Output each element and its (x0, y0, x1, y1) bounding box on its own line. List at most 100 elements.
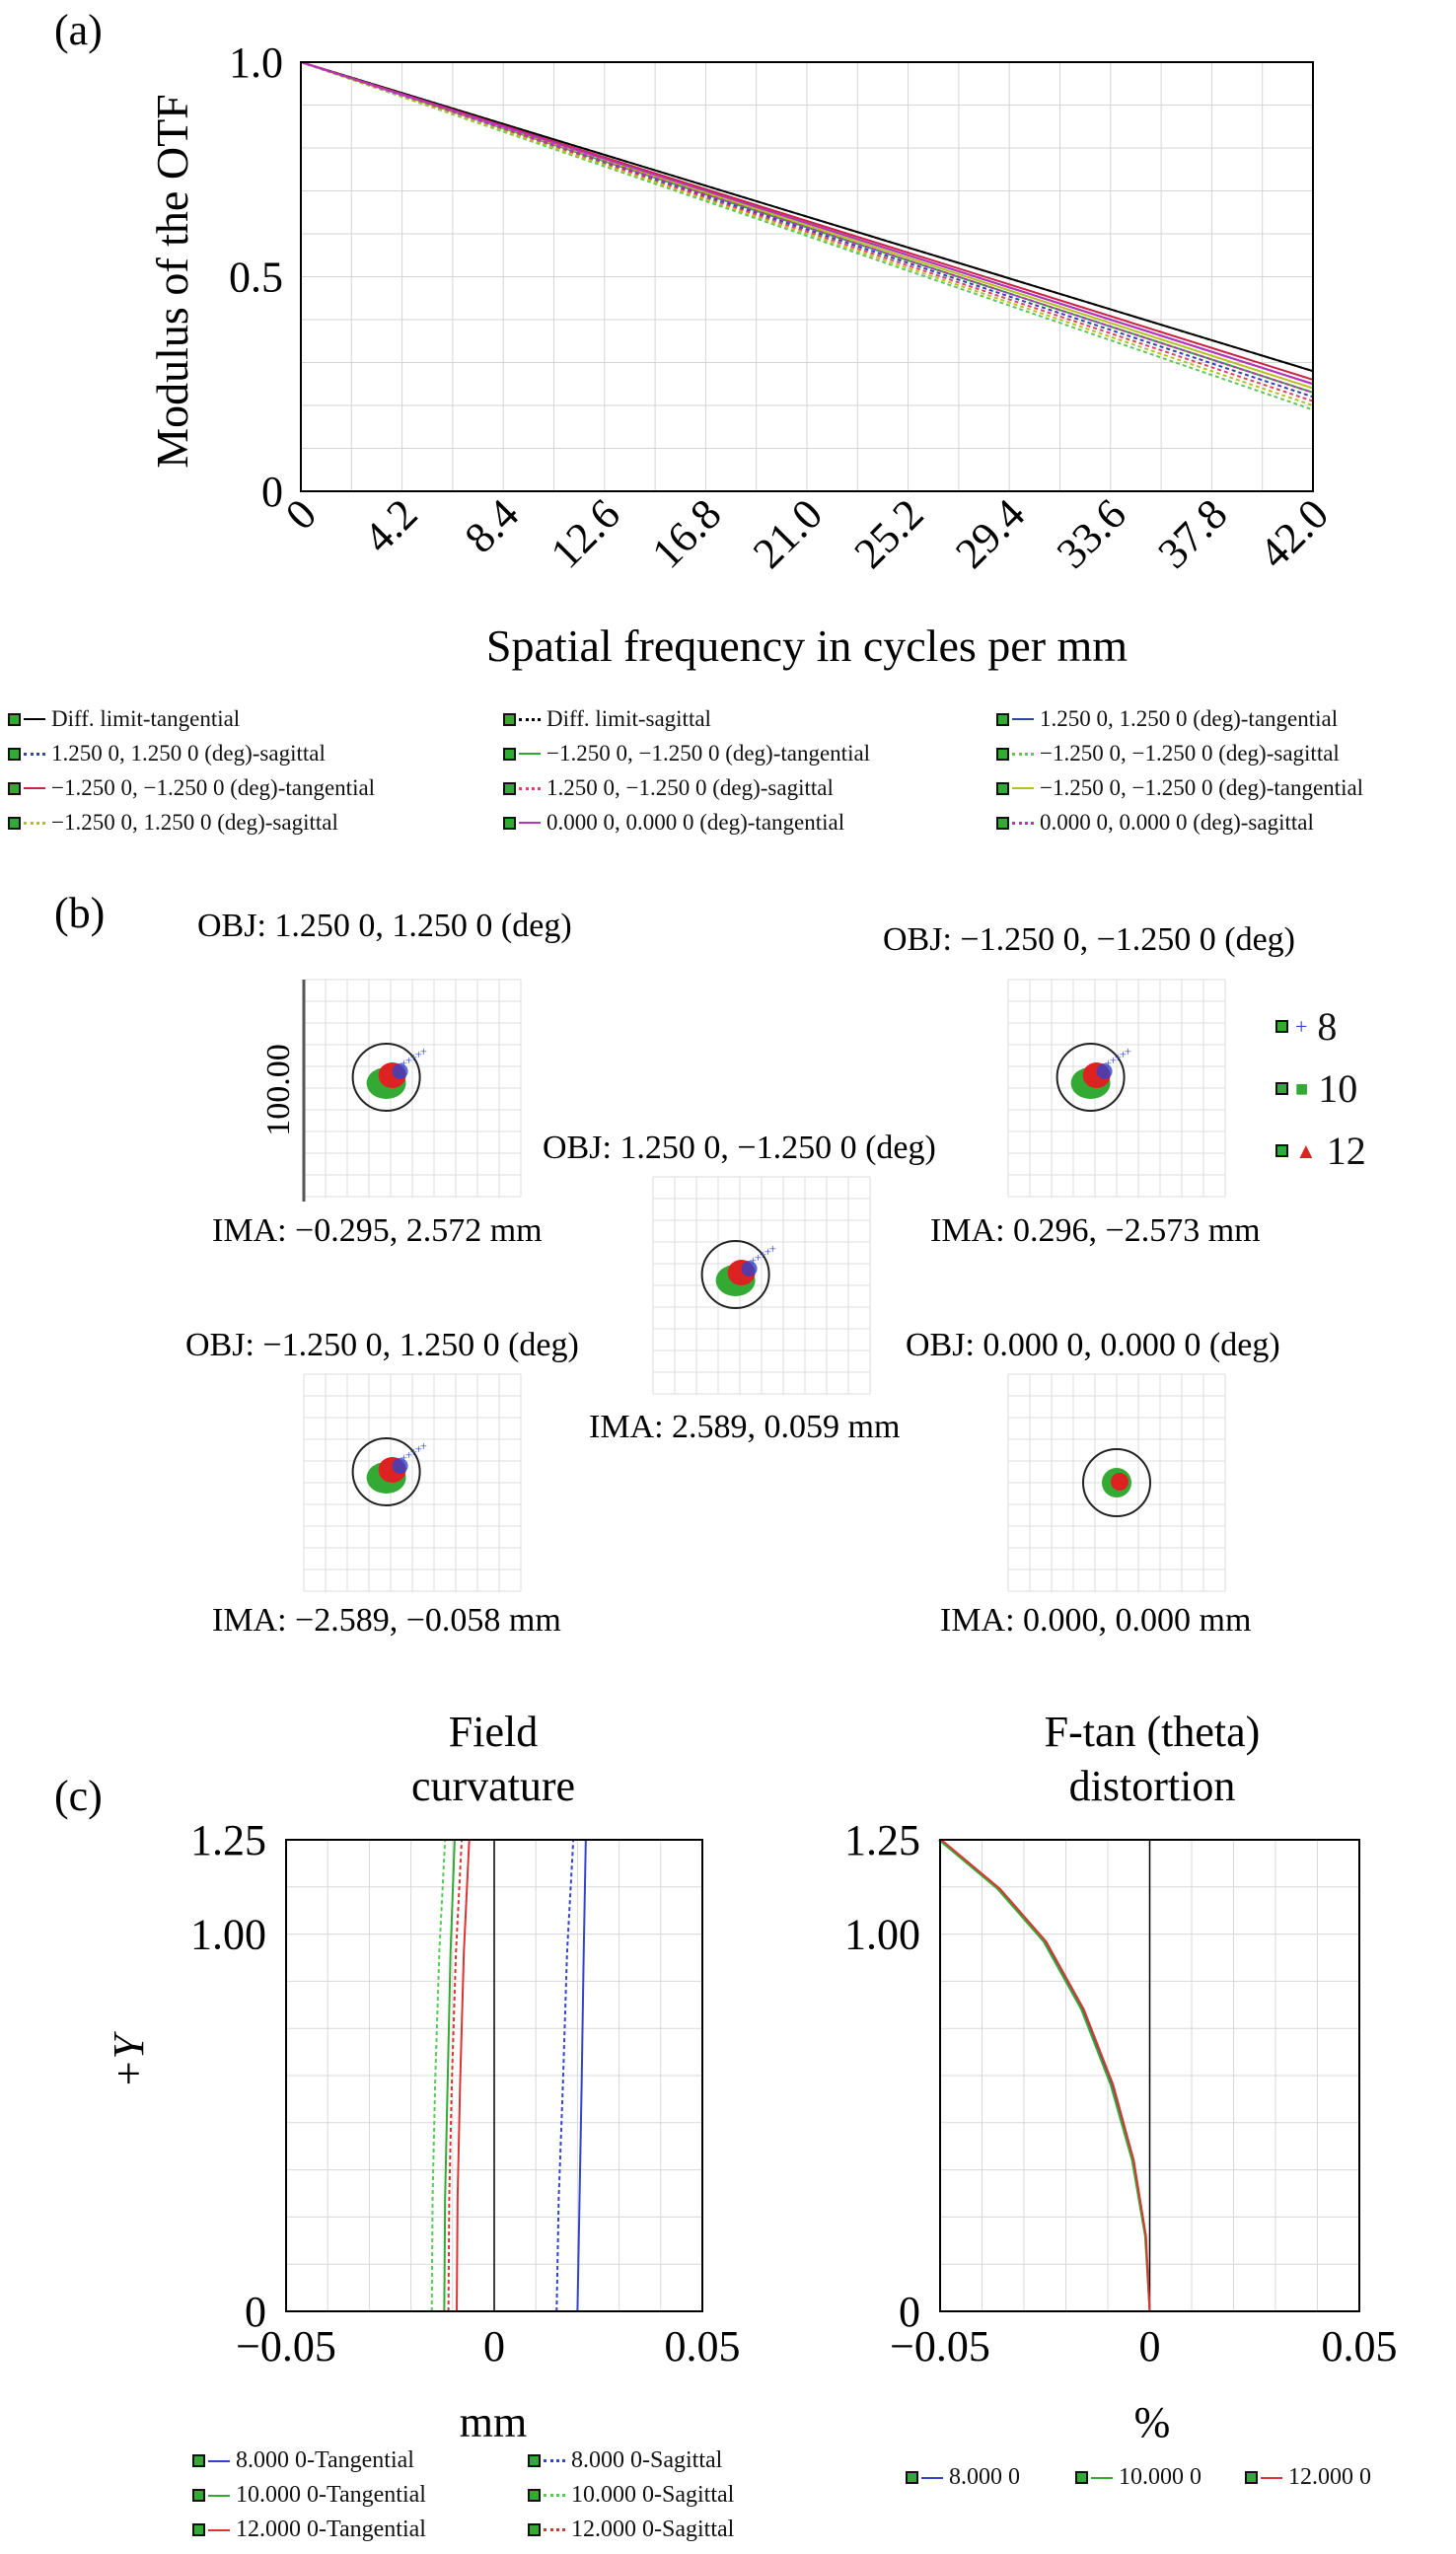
series-line (555, 1839, 575, 2312)
fc-legend-item: 8.000 0-Tangential (192, 2447, 414, 2474)
mtf-series (300, 61, 1314, 411)
spot-obj-label: OBJ: −1.250 0, −1.250 0 (deg) (883, 921, 1295, 958)
mtf-legend-item: 0.000 0, 0.000 0 (deg)-tangential (503, 806, 844, 839)
dist-plot-frame (939, 1839, 1360, 2312)
legend-marker-icon (996, 712, 1009, 726)
y-tick-label: 1.25 (190, 1816, 266, 1864)
legend-marker-icon (8, 781, 21, 795)
mtf-x-tick-label: 21.0 (744, 489, 832, 577)
spot-legend-item: ▲ 12 (1275, 1128, 1366, 1174)
spot-ray-mark: + (400, 1056, 407, 1070)
y-tick-label: 1.25 (844, 1816, 920, 1864)
legend-swatch (24, 752, 45, 756)
spot-ray-mark: + (405, 1447, 412, 1462)
legend-swatch (24, 787, 45, 789)
legend-label: 1.250 0, 1.250 0 (deg)-sagittal (51, 741, 326, 766)
spot-ima-label: IMA: −0.295, 2.572 mm (212, 1212, 543, 1249)
legend-symbol: ■ (1295, 1075, 1309, 1101)
y-tick-label: 1.00 (844, 1911, 920, 1959)
dist-title-line2: distortion (1069, 1762, 1236, 1810)
mtf-x-tick-label: 12.6 (542, 489, 629, 577)
fc-title-line1: Field (449, 1708, 538, 1756)
legend-marker-icon (528, 2489, 541, 2502)
spot-blob-blue (1096, 1063, 1113, 1079)
legend-label: 10.000 0 (1119, 2464, 1201, 2490)
mtf-legend-item: 0.000 0, 0.000 0 (deg)-sagittal (996, 806, 1314, 839)
airy-disk-circle (1082, 1448, 1151, 1517)
legend-label: −1.250 0, −1.250 0 (deg)-sagittal (1040, 741, 1340, 766)
mtf-series-line (300, 61, 1314, 406)
mtf-plot-frame (300, 61, 1314, 492)
spot-blob-blue (741, 1261, 758, 1277)
legend-label: 8.000 0-Tangential (236, 2447, 414, 2473)
mtf-x-ticks: 0 4.2 8.4 12.6 16.8 21.0 25.2 29.4 33.6 37.8 42.0 (276, 489, 1338, 577)
legend-label: 10 (1318, 1066, 1358, 1111)
mtf-series-line (300, 61, 1314, 394)
legend-marker-icon (1275, 1082, 1288, 1095)
legend-marker-icon (503, 712, 516, 726)
y-tick-label: 0 (899, 2288, 920, 2336)
mtf-x-tick-label: 42.0 (1250, 489, 1338, 577)
spot-obj-label: OBJ: 1.250 0, 1.250 0 (deg) (197, 908, 572, 944)
spot-ray-mark: + (410, 1050, 417, 1064)
legend-marker-icon (996, 747, 1009, 761)
dist-legend-item: 12.000 0 (1245, 2464, 1371, 2491)
fc-legend-item: 8.000 0-Sagittal (528, 2447, 722, 2474)
spot-legend-item: ■ 10 (1275, 1065, 1357, 1112)
legend-swatch (519, 717, 541, 721)
mtf-legend-item: 1.250 0, −1.250 0 (deg)-sagittal (503, 771, 834, 805)
fc-legend-item: 12.000 0-Tangential (192, 2517, 426, 2543)
spot-obj-label: OBJ: −1.250 0, 1.250 0 (deg) (185, 1327, 579, 1363)
legend-label: 10.000 0-Tangential (236, 2482, 426, 2508)
mtf-x-tick-label: 37.8 (1148, 489, 1236, 577)
spot-ima-label: IMA: 0.000, 0.000 mm (940, 1602, 1251, 1639)
mtf-legend-item: −1.250 0, −1.250 0 (deg)-tangential (8, 771, 375, 805)
mtf-legend-item: −1.250 0, −1.250 0 (deg)-tangential (503, 737, 870, 770)
mtf-legend-item: 1.250 0, 1.250 0 (deg)-sagittal (8, 737, 326, 770)
fc-legend-item: 10.000 0-Tangential (192, 2482, 426, 2509)
legend-marker-icon (8, 816, 21, 830)
legend-label: 8 (1317, 1004, 1338, 1049)
spot-ray-mark: + (769, 1241, 776, 1256)
mtf-grid (301, 62, 1313, 491)
legend-marker-icon (1075, 2471, 1088, 2484)
legend-symbol: + (1295, 1013, 1308, 1039)
mtf-chart: 0 0.5 1.0 0 4.2 8.4 12.6 16.8 21.0 25.2 29.4 33.6 3… (147, 38, 1338, 671)
legend-symbol: ▲ (1295, 1137, 1317, 1163)
fc-grid (286, 1840, 702, 2311)
legend-swatch (519, 786, 541, 790)
legend-marker-icon (192, 2523, 205, 2536)
legend-marker-icon (996, 816, 1009, 830)
dist-grid (940, 1840, 1359, 2311)
spot-ray-mark: + (750, 1253, 757, 1268)
spot-ray-mark: + (1105, 1056, 1112, 1070)
airy-disk-circle (1056, 1043, 1126, 1112)
legend-marker-icon (192, 2489, 205, 2502)
mtf-y-tick-label: 1.0 (229, 38, 283, 87)
legend-swatch (1012, 752, 1034, 756)
dist-legend-item: 8.000 0 (906, 2464, 1020, 2491)
spot-ima-label: IMA: −2.589, −0.058 mm (212, 1602, 561, 1639)
legend-marker-icon (503, 781, 516, 795)
legend-label: 8.000 0-Sagittal (571, 2447, 723, 2473)
legend-swatch (544, 2459, 565, 2462)
mtf-x-tick-label: 8.4 (456, 489, 529, 562)
mtf-series-line (300, 61, 1314, 402)
legend-label: 8.000 0 (949, 2464, 1020, 2490)
spot-ray-mark: + (420, 1044, 427, 1058)
mtf-legend-item: −1.250 0, 1.250 0 (deg)-sagittal (8, 806, 338, 839)
dist-title-line1: F-tan (theta) (1045, 1708, 1261, 1756)
spot-ray-mark: + (410, 1444, 417, 1459)
x-tick-label: −0.05 (890, 2322, 990, 2371)
spot-ray-mark: + (764, 1244, 771, 1259)
mtf-legend-item: Diff. limit-tangential (8, 702, 240, 736)
airy-disk-circle (351, 1437, 421, 1506)
mtf-x-tick-label: 25.2 (845, 489, 933, 577)
mtf-series-line (300, 61, 1314, 386)
y-tick-label: 0 (245, 2288, 266, 2336)
legend-swatch (24, 821, 45, 825)
legend-label: 12 (1326, 1129, 1366, 1173)
legend-marker-icon (1245, 2471, 1258, 2484)
